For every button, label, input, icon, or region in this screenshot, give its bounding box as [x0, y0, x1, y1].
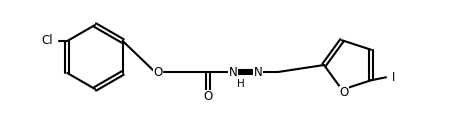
Text: N: N [254, 65, 262, 79]
Text: O: O [340, 86, 348, 99]
Text: O: O [153, 65, 163, 79]
Text: Cl: Cl [42, 34, 53, 46]
Text: N: N [228, 65, 237, 79]
Text: I: I [393, 71, 396, 84]
Text: H: H [237, 79, 245, 89]
Text: O: O [204, 91, 212, 103]
